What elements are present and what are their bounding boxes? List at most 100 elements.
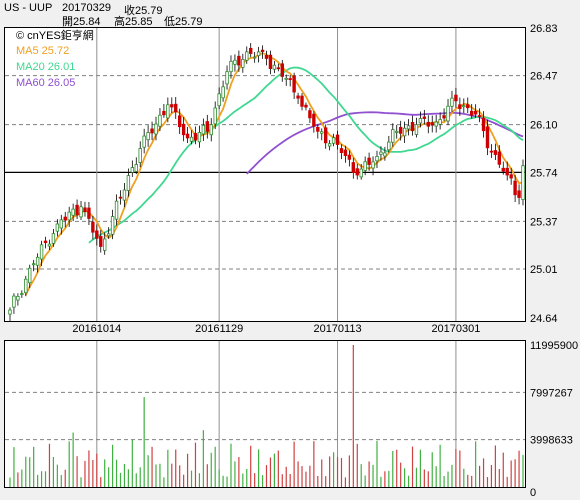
candle-body — [489, 150, 494, 153]
candle-body — [24, 278, 28, 294]
candle-body — [91, 221, 95, 233]
price-panel — [4, 27, 526, 322]
candle-body — [331, 137, 336, 144]
volume-tick-label: 7997267 — [530, 387, 573, 399]
candle-body — [170, 104, 174, 108]
candle-body — [134, 164, 138, 172]
candle-body — [55, 223, 60, 232]
candle-body — [166, 104, 170, 119]
candle-body — [245, 51, 249, 61]
candle-body — [308, 110, 312, 119]
candle-body — [95, 230, 99, 239]
candle-body — [264, 55, 269, 59]
candle-body — [359, 168, 363, 178]
price-tick-label: 26.83 — [530, 23, 558, 35]
ma20-line — [88, 66, 524, 244]
candle-body — [193, 133, 198, 141]
candle-body — [71, 208, 75, 216]
price-tick-label: 25.01 — [530, 264, 558, 276]
candle-body — [363, 161, 367, 171]
candle-body — [249, 47, 253, 54]
candle-body — [225, 71, 229, 85]
candle-body — [138, 148, 142, 163]
candle-body — [146, 132, 150, 141]
candle-body — [466, 104, 470, 109]
low-label: 低25.79 — [164, 16, 203, 28]
candle-body — [114, 200, 119, 220]
candle-body — [59, 219, 63, 229]
candle-body — [485, 126, 490, 149]
legend-ma20: MA20 26.01 — [16, 61, 75, 73]
candle-body — [371, 161, 375, 169]
candle-body — [229, 60, 233, 73]
candle-body — [75, 204, 79, 216]
candle-body — [252, 56, 257, 59]
candle-body — [209, 124, 213, 136]
date-tick-label: 20161014 — [72, 323, 121, 335]
candle-body — [154, 123, 158, 135]
candle-body — [414, 124, 419, 135]
candle-body — [446, 105, 450, 122]
legend-ma60: MA60 26.05 — [16, 77, 75, 89]
candle-body — [103, 238, 107, 251]
candle-body — [63, 216, 67, 221]
candle-body — [395, 130, 399, 133]
volume-panel — [4, 340, 526, 488]
candle-body — [268, 54, 273, 69]
candle-body — [339, 148, 344, 154]
candle-body — [43, 240, 48, 244]
candle-body — [347, 154, 352, 160]
candle-body — [469, 110, 474, 116]
candle-body — [87, 207, 91, 219]
candle-body — [497, 151, 502, 165]
candle-body — [323, 127, 328, 144]
candle-body — [383, 152, 387, 157]
legend-source: © cnYES鉅亨網 — [16, 28, 94, 42]
symbol-label: US - UUP — [4, 2, 53, 14]
candle-body — [150, 128, 154, 134]
candle-body — [316, 126, 320, 132]
candle-body — [304, 104, 308, 108]
candle-body — [118, 196, 123, 199]
candle-body — [185, 133, 190, 139]
candle-body — [438, 119, 442, 125]
candle-body — [79, 206, 83, 218]
candle-body — [47, 243, 52, 247]
candle-body — [158, 114, 162, 127]
candle-body — [422, 116, 427, 119]
volume-tick-label: 11995900 — [530, 340, 578, 352]
candle-body — [237, 55, 241, 66]
candle-body — [189, 136, 194, 142]
close-label: 收25.79 — [124, 5, 163, 17]
candle-body — [12, 295, 16, 308]
candle-body — [481, 117, 486, 132]
candle-body — [181, 123, 186, 136]
candle-body — [197, 132, 202, 143]
candle-body — [521, 165, 525, 200]
date-label: 20170329 — [62, 2, 111, 14]
candle-body — [110, 216, 115, 235]
candle-body — [20, 293, 24, 295]
legend-ma5: MA5 25.72 — [16, 45, 69, 57]
candle-body — [205, 121, 210, 132]
candle-body — [8, 309, 12, 315]
candle-body — [162, 110, 166, 116]
candle-body — [320, 131, 324, 134]
candle-body — [300, 95, 304, 107]
candle-body — [391, 129, 395, 143]
candle-body — [442, 115, 446, 119]
candle-body — [83, 207, 87, 212]
candle-body — [312, 113, 316, 127]
price-tick-label: 25.37 — [530, 216, 558, 228]
volume-tick-label: 0 — [530, 487, 536, 499]
high-label: 高25.85 — [114, 16, 153, 28]
candle-body — [272, 64, 277, 70]
candle-body — [327, 143, 332, 147]
candle-body — [450, 97, 454, 107]
candle-body — [106, 233, 111, 237]
price-tick-label: 26.10 — [530, 120, 558, 132]
candle-body — [367, 157, 371, 165]
candle-body — [201, 124, 206, 135]
price-tick-label: 26.47 — [530, 71, 558, 83]
price-tick-label: 25.74 — [530, 167, 558, 179]
